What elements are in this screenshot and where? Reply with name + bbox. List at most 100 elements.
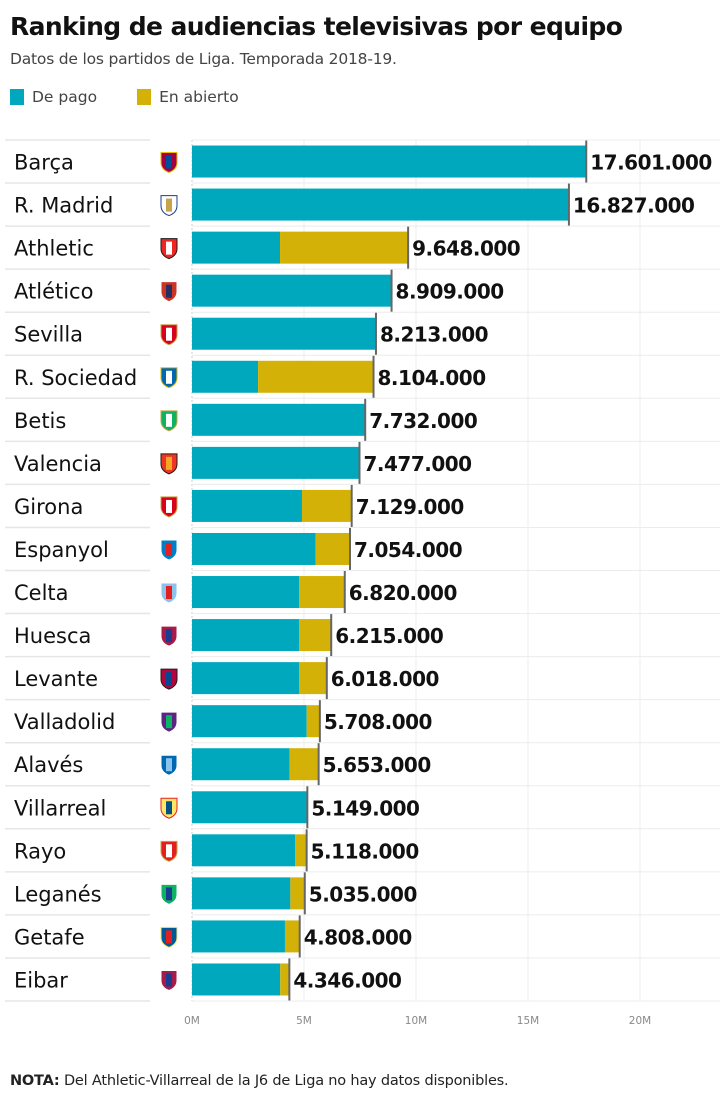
bar-de-pago — [192, 145, 587, 178]
bar-de-pago — [192, 920, 285, 953]
category-label: Villarreal — [14, 796, 106, 820]
bar-en-abierto — [289, 748, 319, 781]
bar-en-abierto — [301, 489, 352, 522]
bar-en-abierto — [299, 662, 327, 695]
bar-de-pago — [192, 748, 290, 781]
barcelona-crest-icon — [160, 152, 178, 174]
leganes-crest-icon — [160, 883, 178, 905]
bar-de-pago — [192, 446, 360, 479]
data-label: 5.149.000 — [311, 796, 419, 820]
levante-crest-icon — [160, 668, 178, 690]
data-label: 7.732.000 — [369, 409, 477, 433]
bar-de-pago — [192, 963, 281, 996]
real-sociedad-crest-icon — [160, 367, 178, 389]
data-label: 5.653.000 — [323, 753, 431, 777]
bar-en-abierto — [306, 705, 320, 738]
data-label: 8.213.000 — [380, 323, 488, 347]
footnote: NOTA: Del Athletic-Villarreal de la J6 d… — [10, 1073, 509, 1089]
data-label: 6.018.000 — [331, 667, 439, 691]
legend-item-en-abierto[interactable]: En abierto — [137, 88, 239, 106]
bar-de-pago — [192, 576, 300, 609]
category-label: Sevilla — [14, 323, 83, 347]
bar-en-abierto — [258, 360, 374, 393]
bar-en-abierto — [299, 576, 345, 609]
bar-en-abierto — [290, 877, 305, 910]
category-label: Girona — [14, 495, 83, 519]
valladolid-crest-icon — [160, 711, 178, 733]
athletic-crest-icon — [160, 238, 178, 260]
bar-de-pago — [192, 532, 316, 565]
bar-en-abierto — [284, 920, 300, 953]
x-tick-label: 0M — [184, 1015, 200, 1027]
girona-crest-icon — [160, 496, 178, 518]
atletico-crest-icon — [160, 281, 178, 303]
data-label: 8.909.000 — [396, 280, 504, 304]
alaves-crest-icon — [160, 754, 178, 776]
villarreal-crest-icon — [160, 797, 178, 819]
legend: De pago En abierto — [10, 88, 279, 106]
legend-item-de-pago[interactable]: De pago — [10, 88, 97, 106]
x-tick-label: 20M — [629, 1015, 651, 1027]
category-label: Betis — [14, 409, 66, 433]
legend-label-de-pago: De pago — [32, 88, 98, 106]
getafe-crest-icon — [160, 926, 178, 948]
data-label: 5.035.000 — [309, 882, 417, 906]
bar-en-abierto — [295, 834, 307, 867]
category-label: R. Madrid — [14, 194, 113, 218]
data-label: 7.477.000 — [363, 452, 471, 476]
bar-chart: Barça 17.601.000 R. Madrid 16.827.000 Athlet… — [5, 139, 720, 1027]
data-label: 7.129.000 — [356, 495, 464, 519]
bar-de-pago — [192, 317, 376, 350]
x-tick-label: 15M — [517, 1015, 539, 1027]
bar-de-pago — [192, 791, 308, 824]
data-label: 8.104.000 — [378, 366, 486, 390]
bar-de-pago — [192, 619, 300, 652]
bar-en-abierto — [280, 231, 409, 264]
x-tick-label: 10M — [405, 1015, 427, 1027]
real-madrid-crest-icon — [160, 195, 178, 217]
data-label: 17.601.000 — [590, 151, 712, 175]
category-label: Valladolid — [14, 710, 115, 734]
bar-de-pago — [192, 489, 302, 522]
bar-de-pago — [192, 188, 569, 221]
category-label: Espanyol — [14, 538, 109, 562]
data-label: 4.346.000 — [293, 968, 401, 992]
category-label: Levante — [14, 667, 98, 691]
category-label: Huesca — [14, 624, 91, 648]
category-label: Rayo — [14, 839, 66, 863]
bar-de-pago — [192, 705, 307, 738]
bar-de-pago — [192, 877, 291, 910]
bar-de-pago — [192, 274, 392, 307]
x-tick-label: 5M — [296, 1015, 312, 1027]
category-label: R. Sociedad — [14, 366, 137, 390]
data-label: 5.708.000 — [324, 710, 432, 734]
category-label: Getafe — [14, 925, 85, 949]
bar-de-pago — [192, 403, 366, 436]
data-label: 7.054.000 — [354, 538, 462, 562]
bar-en-abierto — [299, 619, 332, 652]
celta-crest-icon — [160, 582, 178, 604]
category-label: Atlético — [14, 280, 93, 304]
data-label: 16.827.000 — [573, 194, 695, 218]
data-label: 9.648.000 — [412, 237, 520, 261]
valencia-crest-icon — [160, 453, 178, 475]
data-label: 6.215.000 — [335, 624, 443, 648]
category-label: Barça — [14, 151, 74, 175]
category-label: Valencia — [14, 452, 102, 476]
category-label: Leganés — [14, 882, 102, 906]
bar-de-pago — [192, 360, 259, 393]
bar-de-pago — [192, 662, 300, 695]
rayo-crest-icon — [160, 840, 178, 862]
bar-en-abierto — [280, 963, 290, 996]
legend-swatch-en-abierto — [137, 89, 152, 105]
sevilla-crest-icon — [160, 324, 178, 346]
legend-swatch-de-pago — [10, 89, 24, 105]
category-label: Eibar — [14, 968, 68, 992]
betis-crest-icon — [160, 410, 178, 432]
category-label: Alavés — [14, 753, 83, 777]
chart-subtitle: Datos de los partidos de Liga. Temporada… — [10, 50, 397, 68]
category-label: Athletic — [14, 237, 94, 261]
huesca-crest-icon — [160, 625, 178, 647]
bar-de-pago — [192, 834, 296, 867]
footnote-text: Del Athletic-Villarreal de la J6 de Liga… — [59, 1073, 509, 1089]
